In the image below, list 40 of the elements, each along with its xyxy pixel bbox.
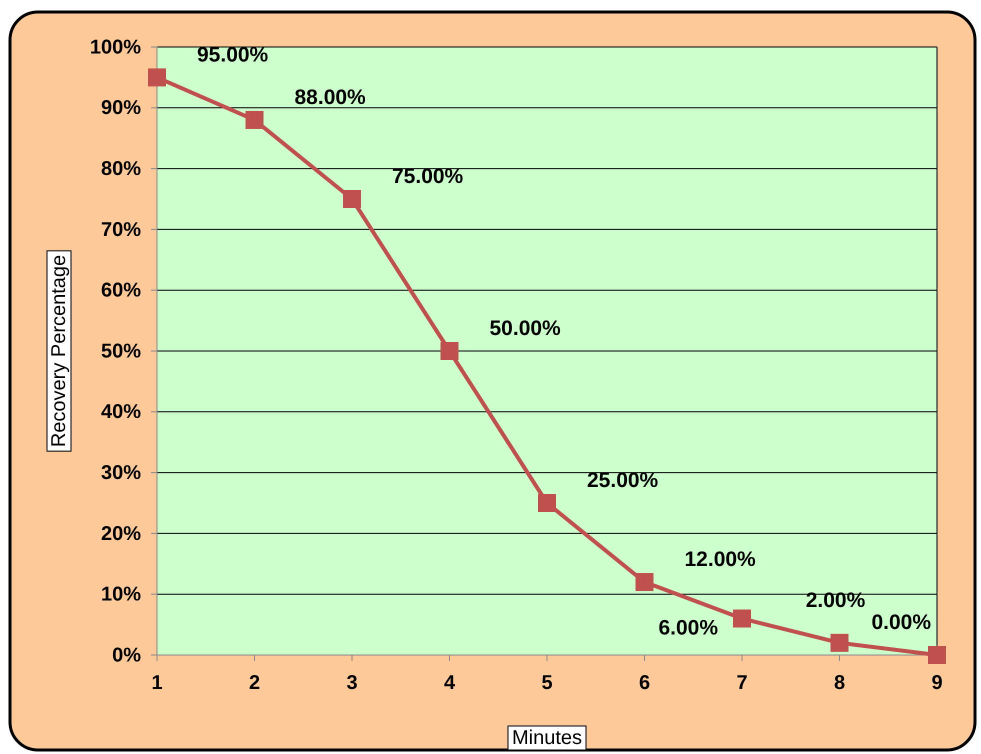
data-label: 0.00% bbox=[871, 611, 932, 634]
x-tick-label: 6 bbox=[638, 672, 650, 694]
x-tick-label: 5 bbox=[541, 672, 553, 694]
point bbox=[246, 110, 264, 129]
data-label: 2.00% bbox=[806, 588, 866, 612]
point bbox=[148, 68, 166, 86]
point bbox=[538, 494, 556, 512]
y-tick-label: 40% bbox=[100, 401, 142, 424]
y-axis-title: Recovery Percentage bbox=[48, 254, 70, 448]
y-tick-label: 70% bbox=[100, 218, 142, 241]
x-tick-label: 3 bbox=[346, 672, 358, 694]
y-tick-label: 50% bbox=[100, 340, 142, 362]
point bbox=[733, 610, 751, 628]
y-tick-label: 30% bbox=[100, 462, 142, 484]
point bbox=[928, 646, 946, 664]
y-tick-label: 100% bbox=[90, 36, 142, 58]
data-label: 6.00% bbox=[658, 616, 718, 640]
x-tick-label: 4 bbox=[444, 672, 456, 694]
point bbox=[343, 190, 361, 208]
data-label: 25.00% bbox=[587, 469, 659, 492]
point bbox=[830, 634, 848, 652]
data-label: 50.00% bbox=[490, 317, 562, 340]
y-tick-label: 0% bbox=[112, 644, 142, 666]
data-label: 75.00% bbox=[392, 165, 464, 188]
x-tick-label: 7 bbox=[736, 672, 748, 694]
data-label: 95.00% bbox=[197, 43, 269, 66]
x-tick-label: 8 bbox=[834, 672, 846, 694]
y-tick-label: 20% bbox=[100, 522, 142, 545]
x-tick-label: 9 bbox=[931, 672, 943, 694]
point bbox=[636, 573, 654, 592]
y-tick-label: 80% bbox=[100, 158, 142, 180]
data-label: 12.00% bbox=[684, 548, 756, 572]
point bbox=[440, 342, 458, 360]
x-axis-title: Minutes bbox=[512, 727, 582, 749]
x-tick-label: 2 bbox=[248, 672, 260, 694]
x-tick-label: 1 bbox=[151, 672, 163, 694]
y-tick-label: 60% bbox=[100, 280, 142, 302]
y-tick-label: 90% bbox=[100, 97, 142, 120]
data-label: 88.00% bbox=[294, 86, 366, 109]
y-tick-label: 10% bbox=[100, 584, 142, 606]
